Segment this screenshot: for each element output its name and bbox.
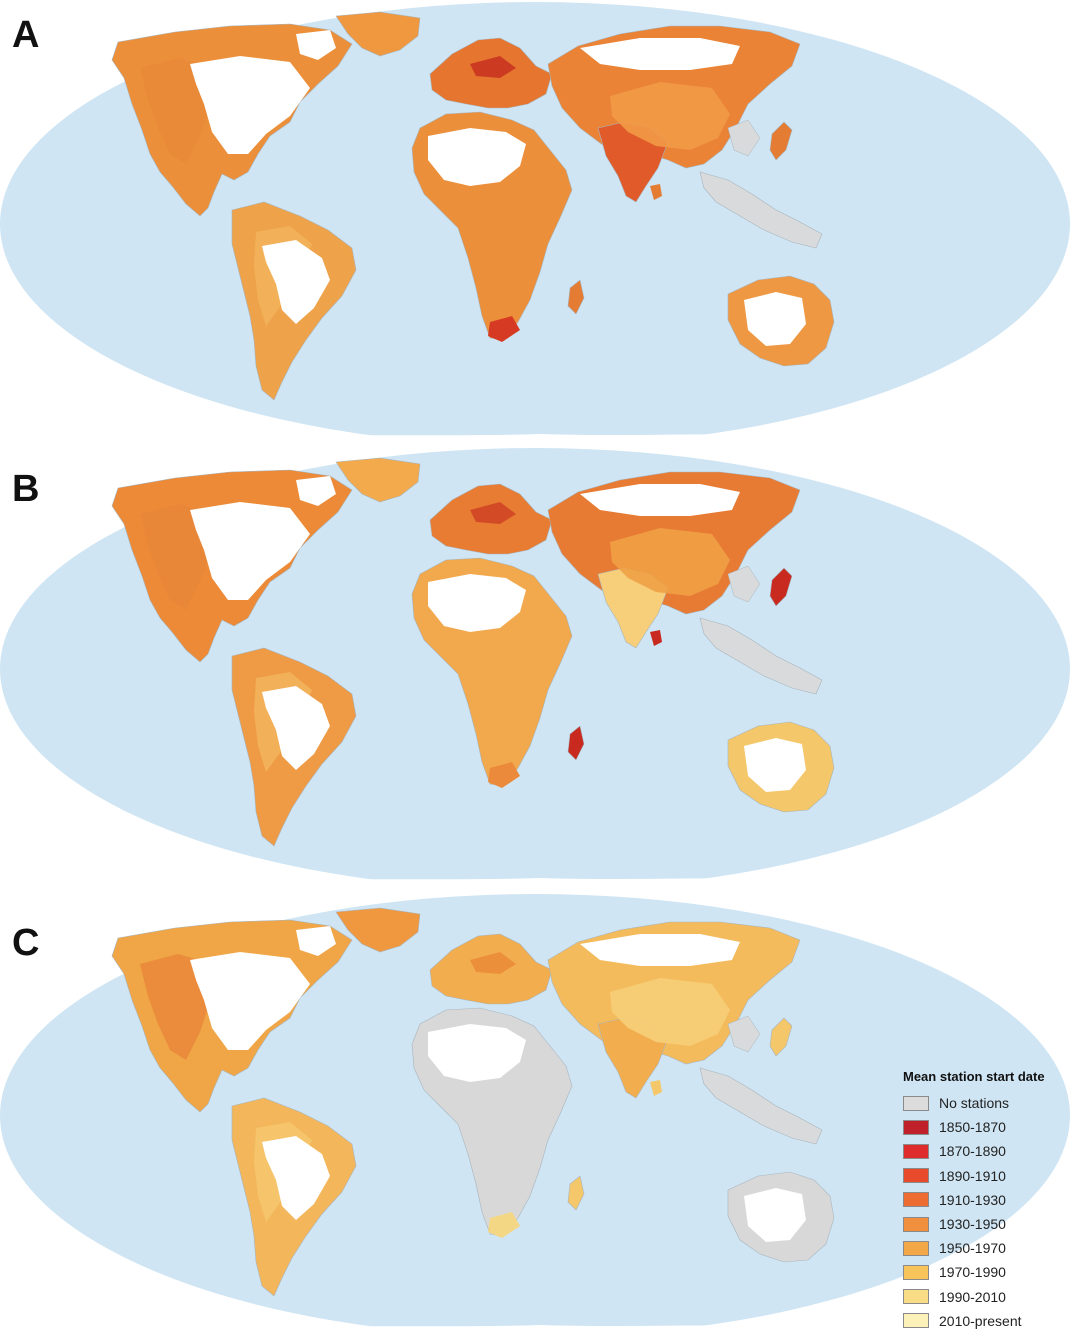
unsampled-land: [296, 30, 336, 60]
unsampled-land: [296, 476, 336, 506]
unsampled-land: [744, 292, 806, 346]
sri-lanka-landmass: [650, 184, 662, 200]
legend-label: 1850-1870: [939, 1119, 1006, 1136]
north-america-mountain-region: [140, 504, 212, 610]
legend-label: 1930-1950: [939, 1216, 1006, 1233]
southeast-asia-landmass: [699, 171, 823, 249]
legend-swatch: [903, 1264, 929, 1280]
legend-label: 1890-1910: [939, 1167, 1006, 1184]
world-map-c: [0, 894, 1070, 1339]
legend-item: 1870-1890: [903, 1139, 1071, 1163]
legend-swatch: [903, 1313, 929, 1329]
legend-label: 2010-present: [939, 1312, 1022, 1329]
legend-item: 2010-present: [903, 1309, 1071, 1333]
legend-swatch: [903, 1119, 929, 1135]
antarctica-landmass: [170, 878, 900, 892]
map-panel-a: A: [0, 0, 1071, 448]
madagascar-landmass: [567, 725, 585, 761]
unsampled-land: [744, 738, 806, 792]
greenland-landmass: [335, 907, 421, 953]
unsampled-land: [580, 934, 740, 966]
legend-title: Mean station start date: [903, 1069, 1045, 1084]
map-legend: Mean station start date No stations 1850-…: [903, 1069, 1071, 1333]
world-map-a: [0, 2, 1070, 448]
antarctica-landmass: [170, 1325, 900, 1339]
legend-item: 1910-1930: [903, 1188, 1071, 1212]
greenland-landmass: [335, 11, 421, 57]
legend-swatch: [903, 1240, 929, 1256]
unsampled-land: [190, 952, 310, 1050]
legend-swatch: [903, 1168, 929, 1184]
legend-item: 1850-1870: [903, 1115, 1071, 1139]
legend-label: 1950-1970: [939, 1240, 1006, 1257]
madagascar-landmass: [567, 279, 585, 315]
unsampled-land: [190, 56, 310, 154]
japan-landmass: [769, 1017, 793, 1057]
asia-inner-region: [610, 82, 730, 150]
unsampled-land: [262, 240, 330, 324]
unsampled-land: [744, 1188, 806, 1242]
unsampled-land: [262, 686, 330, 770]
legend-items: No stations 1850-1870 1870-1890 1890-1910 19…: [903, 1091, 1071, 1333]
map-panel-b: B: [0, 446, 1071, 892]
japan-landmass: [769, 567, 793, 607]
panel-label-c: C: [12, 922, 40, 964]
europe-accent-region: [470, 952, 516, 974]
panel-label-a: A: [12, 14, 40, 56]
legend-swatch: [903, 1143, 929, 1159]
south-africa-region: [488, 1212, 520, 1238]
legend-item: 1970-1990: [903, 1260, 1071, 1284]
southeast-asia-landmass: [699, 1067, 823, 1145]
legend-label: 1990-2010: [939, 1288, 1006, 1305]
north-america-mountain-region: [140, 58, 212, 164]
legend-item: 1930-1950: [903, 1212, 1071, 1236]
east-asia-gray-region: [727, 565, 761, 603]
sri-lanka-landmass: [650, 630, 662, 646]
europe-accent-region: [470, 502, 516, 524]
unsampled-land: [428, 574, 526, 632]
europe-accent-region: [470, 56, 516, 78]
legend-label: 1970-1990: [939, 1264, 1006, 1281]
legend-label: 1870-1890: [939, 1143, 1006, 1160]
asia-inner-region: [610, 978, 730, 1046]
map-panel-c: C: [0, 892, 1071, 1339]
unsampled-land: [262, 1136, 330, 1220]
southeast-asia-landmass: [699, 617, 823, 695]
legend-label: 1910-1930: [939, 1191, 1006, 1208]
unsampled-land: [428, 1024, 526, 1082]
sri-lanka-landmass: [650, 1080, 662, 1096]
legend-item: No stations: [903, 1091, 1071, 1115]
unsampled-land: [428, 128, 526, 186]
north-america-mountain-region: [140, 954, 212, 1060]
legend-label: No stations: [939, 1095, 1010, 1112]
unsampled-land: [296, 926, 336, 956]
panel-label-b: B: [12, 468, 40, 510]
east-asia-gray-region: [727, 1015, 761, 1053]
unsampled-land: [190, 502, 310, 600]
legend-swatch: [903, 1192, 929, 1208]
south-africa-region: [488, 762, 520, 788]
east-asia-gray-region: [727, 119, 761, 157]
legend-item: 1990-2010: [903, 1285, 1071, 1309]
unsampled-land: [580, 38, 740, 70]
antarctica-landmass: [170, 434, 900, 448]
madagascar-landmass: [567, 1175, 585, 1211]
legend-swatch: [903, 1095, 929, 1111]
legend-swatch: [903, 1289, 929, 1305]
asia-inner-region: [610, 528, 730, 596]
legend-item: 1950-1970: [903, 1236, 1071, 1260]
world-map-b: [0, 448, 1070, 892]
legend-item: 1890-1910: [903, 1164, 1071, 1188]
greenland-landmass: [335, 457, 421, 503]
unsampled-land: [580, 484, 740, 516]
japan-landmass: [769, 121, 793, 161]
legend-swatch: [903, 1216, 929, 1232]
south-africa-region: [488, 316, 520, 342]
